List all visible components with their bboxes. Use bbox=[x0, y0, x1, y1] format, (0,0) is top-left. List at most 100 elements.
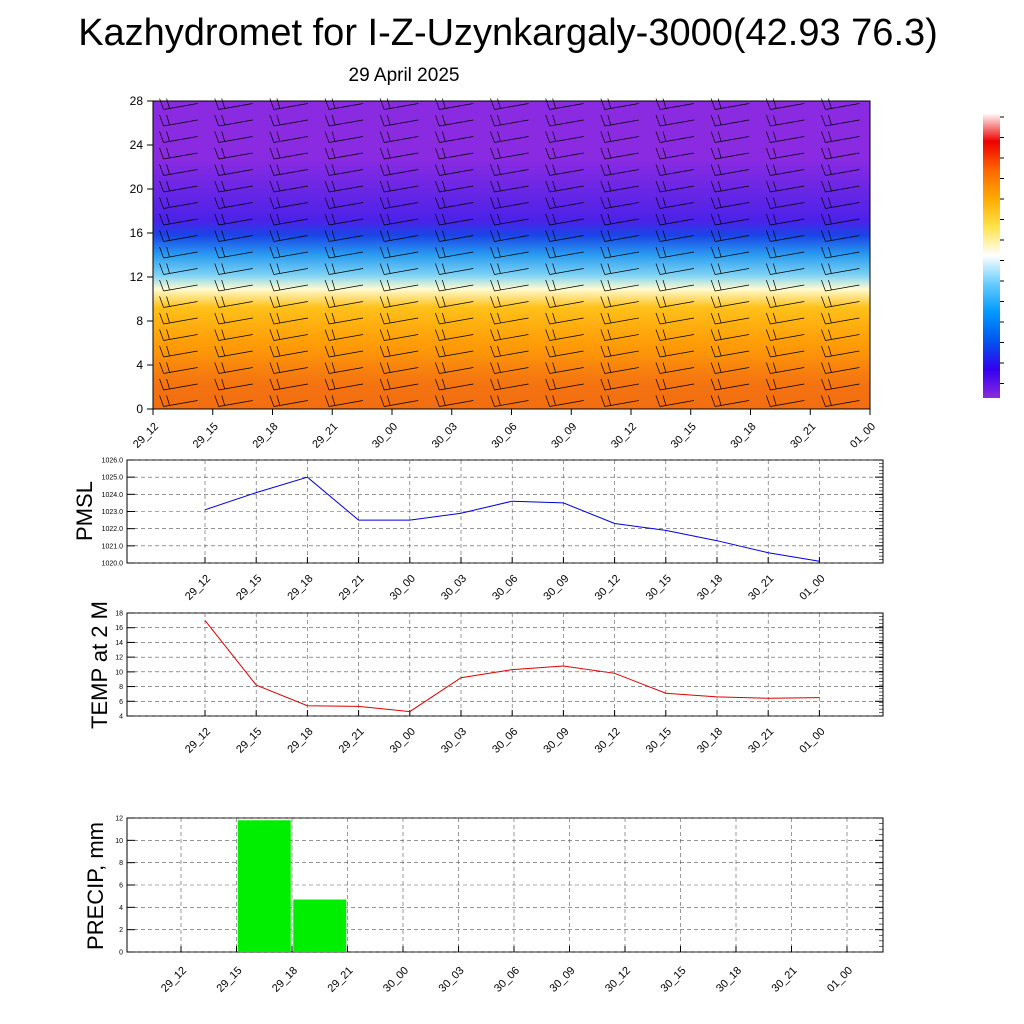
wind-barb bbox=[324, 246, 364, 259]
wind-barb bbox=[269, 230, 308, 242]
wind-barb bbox=[159, 131, 198, 143]
wind-barb bbox=[600, 164, 639, 176]
wind-barb bbox=[435, 395, 474, 407]
wind-barb bbox=[821, 164, 860, 176]
wind-barb bbox=[655, 131, 695, 143]
wind-barb bbox=[159, 362, 198, 374]
y-tick-label: 1020.0 bbox=[102, 561, 124, 568]
wind-barb bbox=[214, 147, 253, 160]
wind-barb bbox=[324, 98, 364, 110]
wind-barb bbox=[379, 180, 419, 193]
wind-barb bbox=[710, 296, 750, 308]
wind-barb bbox=[490, 230, 529, 242]
y-tick-label: 1022.0 bbox=[102, 526, 124, 533]
wind-barb bbox=[490, 246, 529, 259]
wind-barb bbox=[269, 263, 308, 275]
y-tick-label: 1025.0 bbox=[102, 475, 124, 482]
wind-barb bbox=[600, 312, 639, 325]
wind-barb bbox=[159, 395, 198, 407]
y-tick-label: 16 bbox=[130, 226, 144, 240]
wind-barb bbox=[710, 230, 750, 242]
wind-barb bbox=[545, 378, 584, 391]
wind-barb bbox=[765, 345, 805, 358]
y-tick-label: 20 bbox=[130, 182, 144, 196]
wind-barb bbox=[765, 296, 805, 308]
wind-barb bbox=[159, 230, 198, 242]
wind-barb bbox=[600, 395, 639, 407]
wind-barb bbox=[710, 263, 750, 275]
y-tick-label: 12 bbox=[130, 270, 144, 284]
wind-barb bbox=[435, 213, 474, 226]
y-tick-label: 12 bbox=[115, 655, 123, 662]
x-tick-label: 30_12 bbox=[603, 965, 633, 995]
wind-barb bbox=[435, 312, 474, 325]
wind-barb bbox=[379, 329, 419, 341]
wind-barb bbox=[655, 164, 695, 176]
colorbar-gradient bbox=[983, 113, 1000, 398]
wind-barb bbox=[545, 213, 584, 226]
wind-barb bbox=[324, 230, 364, 242]
wind-barb bbox=[214, 395, 253, 407]
wind-barb bbox=[600, 114, 639, 127]
wind-barb bbox=[710, 164, 750, 176]
wind-barb bbox=[159, 180, 198, 193]
wind-barb bbox=[379, 197, 419, 209]
wind-barb bbox=[324, 296, 364, 308]
y-tick-label: 10 bbox=[115, 669, 123, 676]
wind-barb bbox=[655, 362, 695, 374]
wind-barb bbox=[159, 98, 198, 110]
wind-barb bbox=[821, 98, 860, 110]
wind-barb bbox=[324, 213, 364, 226]
chart-subtitle: 29 April 2025 bbox=[348, 65, 460, 86]
wind-barb bbox=[490, 395, 529, 407]
y-tick-label: 10 bbox=[115, 838, 123, 845]
x-tick-label: 29_12 bbox=[159, 965, 189, 995]
wind-barb bbox=[821, 213, 860, 226]
wind-barb bbox=[821, 378, 860, 391]
wind-barb bbox=[214, 114, 253, 127]
wind-barb bbox=[379, 362, 419, 374]
wind-barb bbox=[214, 98, 253, 110]
wind-barb bbox=[379, 114, 419, 127]
wind-barb bbox=[490, 345, 529, 358]
wind-barb bbox=[765, 213, 805, 226]
wind-barb bbox=[545, 362, 584, 374]
precip-bar bbox=[293, 899, 347, 952]
wind-barb bbox=[435, 131, 474, 143]
wind-barb bbox=[600, 98, 639, 110]
series-line bbox=[204, 476, 820, 562]
wind-barb bbox=[324, 312, 364, 325]
wind-barb bbox=[269, 114, 308, 127]
wind-barb bbox=[269, 147, 308, 160]
wind-barb bbox=[159, 345, 198, 358]
wind-barb bbox=[435, 230, 474, 242]
y-tick-label: 8 bbox=[136, 314, 143, 328]
wind-barb bbox=[214, 329, 253, 341]
wind-barb bbox=[490, 98, 529, 110]
wind-barb bbox=[435, 329, 474, 341]
wind-barb bbox=[379, 263, 419, 275]
y-tick-label: 24 bbox=[130, 138, 144, 152]
wind-barb bbox=[655, 329, 695, 341]
wind-barb bbox=[765, 395, 805, 407]
wind-barb bbox=[821, 362, 860, 374]
wind-barb bbox=[269, 362, 308, 374]
wind-barb bbox=[600, 296, 639, 308]
wind-barb bbox=[379, 98, 419, 110]
wind-barb bbox=[159, 329, 198, 341]
wind-barb bbox=[490, 263, 529, 275]
wind-barb bbox=[710, 147, 750, 160]
wind-barb bbox=[324, 345, 364, 358]
wind-barb bbox=[379, 246, 419, 259]
wind-barb bbox=[379, 131, 419, 143]
x-tick-label: 30_18 bbox=[714, 965, 744, 995]
wind-barb bbox=[159, 279, 198, 292]
y-tick-label: 0 bbox=[136, 402, 143, 416]
wind-barb bbox=[765, 378, 805, 391]
wind-barb bbox=[324, 279, 364, 292]
wind-barb bbox=[710, 131, 750, 143]
wind-barb bbox=[710, 395, 750, 407]
precip-bar bbox=[237, 820, 291, 952]
